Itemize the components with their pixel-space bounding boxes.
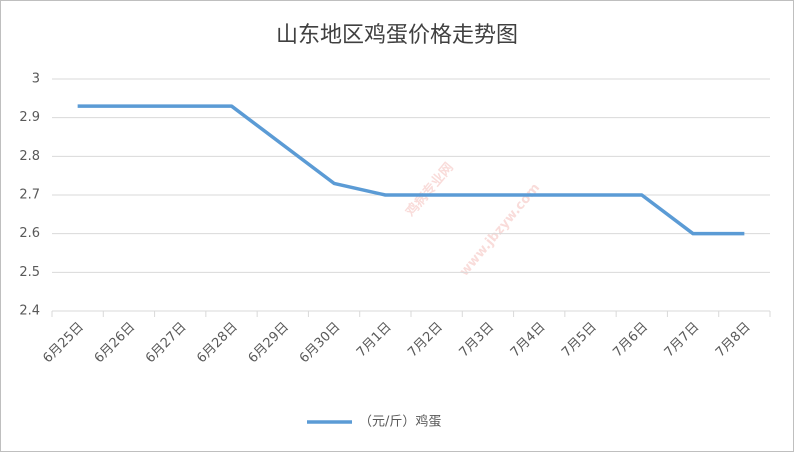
line-series bbox=[77, 104, 745, 236]
y-tick-label: 2.5 bbox=[19, 265, 40, 280]
chart-title: 山东地区鸡蛋价格走势图 bbox=[276, 23, 518, 48]
y-tick-label: 2.6 bbox=[19, 226, 40, 241]
y-tick-label: 2.4 bbox=[19, 304, 40, 319]
y-tick-label: 2.7 bbox=[19, 188, 40, 203]
y-tick-label: 2.9 bbox=[19, 110, 40, 125]
legend-label: （元/斤）鸡蛋 bbox=[359, 414, 441, 430]
y-tick-label: 3 bbox=[32, 72, 40, 87]
y-tick-label: 2.8 bbox=[19, 149, 40, 164]
